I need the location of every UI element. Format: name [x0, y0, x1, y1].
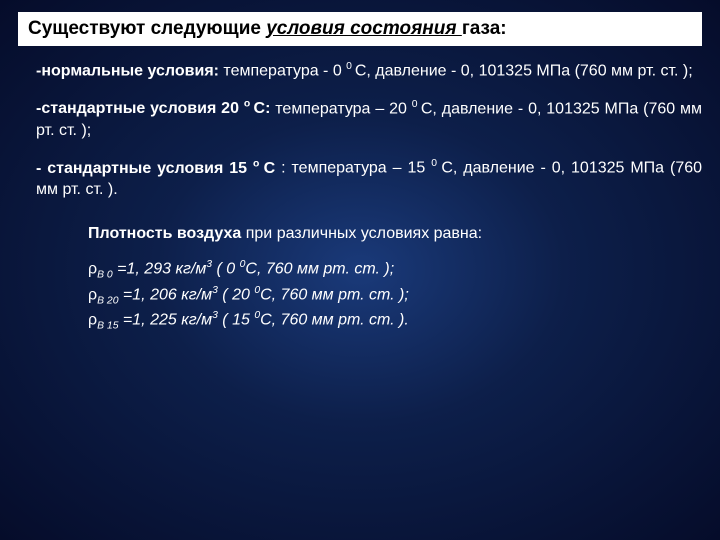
title-suffix: газа:: [462, 18, 507, 39]
condition-normal: -нормальные условия: температура - 0 0 С…: [18, 60, 702, 82]
title-prefix: Существуют следующие: [28, 18, 266, 39]
density-row-1: ρВ 20 =1, 206 кг/м3 ( 20 0С, 760 мм рт. …: [18, 283, 702, 309]
rho-symbol: ρ: [88, 260, 97, 277]
density-title: Плотность воздуха при различных условиях…: [18, 225, 702, 243]
slide-title: Существуют следующие условия состояния г…: [18, 12, 702, 46]
condition-standard-15: - стандартные условия 15 о С : температу…: [18, 157, 702, 201]
slide: Существуют следующие условия состояния г…: [0, 0, 720, 346]
label: -стандартные условия 20 о С:: [36, 100, 270, 117]
title-underlined: условия состояния: [266, 18, 462, 39]
label: - стандартные условия 15 о С: [36, 160, 281, 177]
condition-standard-20: -стандартные условия 20 о С: температура…: [18, 98, 702, 142]
density-row-2: ρВ 15 =1, 225 кг/м3 ( 15 0С, 760 мм рт. …: [18, 308, 702, 334]
label: -нормальные условия:: [36, 62, 219, 79]
rho-symbol: ρ: [88, 311, 97, 328]
rho-symbol: ρ: [88, 286, 97, 303]
density-row-0: ρВ 0 =1, 293 кг/м3 ( 0 0С, 760 мм рт. ст…: [18, 257, 702, 283]
